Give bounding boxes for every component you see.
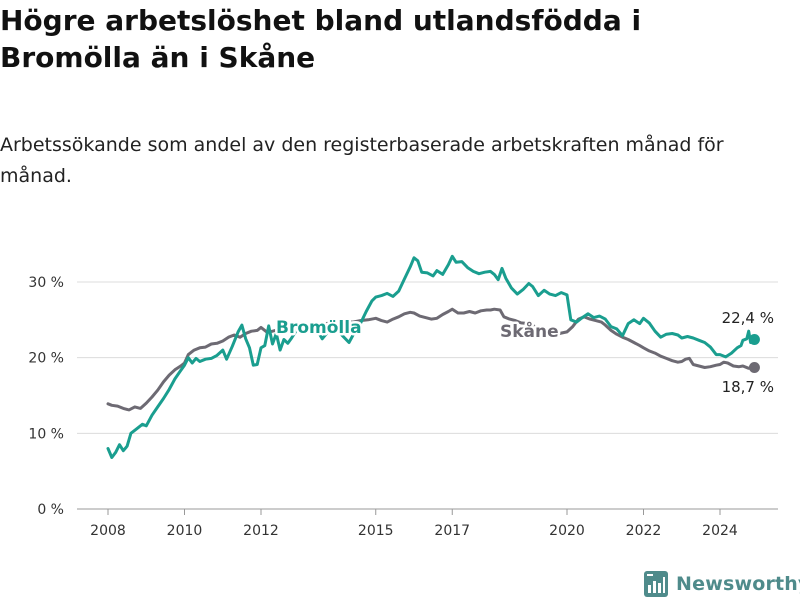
- series-label-sk-ne: Skåne: [500, 320, 559, 342]
- x-tick-label: 2024: [702, 523, 738, 539]
- line-chart: 0 % 10 % 20 % 30 % 2008 2010 2012 2015 2017 2020 2…: [28, 254, 778, 539]
- series-label-halo-brom-lla: Bromölla: [276, 318, 362, 338]
- brand-name: Newsworthy: [676, 573, 800, 595]
- series-end-label-sk-ne: 18,7 %: [722, 378, 774, 396]
- newsworthy-logo-icon: [644, 571, 668, 597]
- page-title: Högre arbetslöshet bland utlandsfödda i …: [0, 4, 642, 74]
- x-tick-label: 2012: [243, 523, 279, 539]
- series-end-label-brom-lla: 22,4 %: [722, 309, 774, 327]
- x-tick-label: 2010: [167, 523, 203, 539]
- gridlines: [77, 281, 778, 434]
- series-endpoint-brom-lla: [748, 334, 760, 346]
- axes: 0 % 10 % 20 % 30 % 2008 2010 2012 2015 2017 2020 2…: [28, 275, 778, 539]
- series-line-brom-lla: [106, 254, 756, 459]
- x-tick-label: 2017: [434, 523, 470, 539]
- brand-logo[interactable]: Newsworthy: [644, 569, 800, 599]
- series-line-sk-ne: [106, 307, 756, 412]
- y-tick-label: 30 %: [28, 275, 64, 291]
- series-group: [106, 254, 760, 459]
- x-tick-label: 2020: [549, 523, 585, 539]
- x-tick-label: 2015: [358, 523, 394, 539]
- chart-subtitle: Arbetssökande som andel av den registerb…: [0, 134, 724, 187]
- y-tick-label: 20 %: [28, 351, 64, 367]
- series-endpoint-sk-ne: [748, 362, 760, 374]
- x-tick-label: 2008: [90, 523, 126, 539]
- y-tick-label: 0 %: [37, 502, 64, 518]
- series-label-halo-sk-ne: Skåne: [500, 320, 559, 342]
- x-tick-label: 2022: [626, 523, 662, 539]
- series-label-brom-lla: Bromölla: [276, 318, 362, 338]
- y-tick-label: 10 %: [28, 426, 64, 442]
